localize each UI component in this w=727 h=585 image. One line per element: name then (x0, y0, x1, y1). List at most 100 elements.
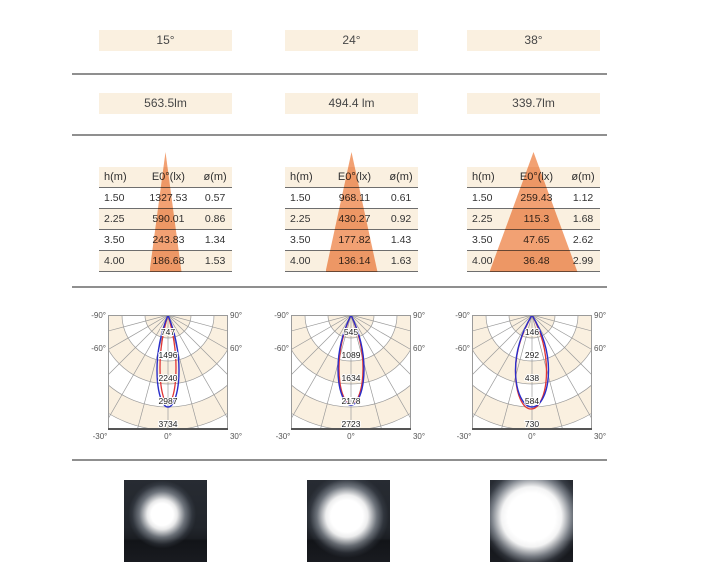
ring-value-labels: 545 1089 1634 2178 2723 (341, 326, 362, 430)
svg-text:730: 730 (525, 419, 539, 429)
table-cell: 115.3 (506, 208, 567, 230)
table-header-cell: h(m) (285, 167, 325, 188)
svg-text:2723: 2723 (342, 419, 361, 429)
angle-label: -30° (92, 432, 108, 441)
illuminance-section: h(m) E0°(lx) ø(m) 1.50 1327.53 0.57 2.25… (99, 152, 232, 272)
svg-text:545: 545 (344, 327, 358, 337)
table-cell: 243.83 (138, 229, 199, 251)
illuminance-table: h(m) E0°(lx) ø(m) 1.50 259.43 1.12 2.25 … (467, 167, 600, 272)
table-row: 3.50 47.65 2.62 (467, 229, 600, 251)
table-header-cell: ø(m) (566, 167, 600, 188)
svg-text:2987: 2987 (159, 396, 178, 406)
table-row: 3.50 243.83 1.34 (99, 229, 232, 251)
table-header-cell: E0°(lx) (324, 167, 385, 188)
angle-label: 60° (230, 344, 243, 353)
table-row: 4.00 186.68 1.53 (99, 250, 232, 272)
svg-text:1496: 1496 (159, 350, 178, 360)
svg-text:584: 584 (525, 396, 539, 406)
divider-line (72, 73, 607, 75)
polar-grid: 146 292 438 584 730 (472, 315, 592, 430)
table-cell: 259.43 (506, 187, 567, 209)
polar-diagram-38deg: 146 292 438 584 730 -90° -60° -30° 0° 30… (455, 311, 606, 441)
table-row: 4.00 36.48 2.99 (467, 250, 600, 272)
table-cell: 0.86 (198, 208, 232, 230)
svg-text:1089: 1089 (342, 350, 361, 360)
table-cell: 47.65 (506, 229, 567, 251)
table-cell: 2.99 (566, 250, 600, 272)
illuminance-table: h(m) E0°(lx) ø(m) 1.50 968.11 0.61 2.25 … (285, 167, 418, 272)
svg-text:3734: 3734 (159, 419, 178, 429)
svg-text:747: 747 (161, 327, 175, 337)
table-row: 3.50 177.82 1.43 (285, 229, 418, 251)
table-cell: 0.57 (198, 187, 232, 209)
angle-label: -60° (274, 344, 289, 353)
table-row: 2.25 115.3 1.68 (467, 208, 600, 230)
table-cell: 3.50 (467, 229, 507, 251)
svg-text:2240: 2240 (159, 373, 178, 383)
table-cell: 590.01 (138, 208, 199, 230)
table-row: 2.25 590.01 0.86 (99, 208, 232, 230)
angle-label: -60° (91, 344, 106, 353)
svg-text:2178: 2178 (342, 396, 361, 406)
table-header-row: h(m) E0°(lx) ø(m) (285, 167, 418, 188)
table-cell: 2.25 (99, 208, 139, 230)
angle-label: 90° (594, 311, 607, 320)
angle-label: 90° (413, 311, 426, 320)
angle-label: 60° (594, 344, 607, 353)
table-cell: 430.27 (324, 208, 385, 230)
beam-spot-photo-15deg (124, 480, 207, 562)
table-cell: 1.68 (566, 208, 600, 230)
table-cell: 2.62 (566, 229, 600, 251)
lumen-output: 494.4 lm (285, 93, 418, 114)
svg-text:146: 146 (525, 327, 539, 337)
table-cell: 186.68 (138, 250, 199, 272)
table-cell: 968.11 (324, 187, 385, 209)
table-row: 1.50 1327.53 0.57 (99, 187, 232, 209)
table-header-cell: ø(m) (198, 167, 232, 188)
divider-line (72, 134, 607, 136)
table-cell: 4.00 (99, 250, 139, 272)
table-cell: 1.43 (384, 229, 418, 251)
angle-label: 0° (347, 432, 355, 441)
angle-label: 60° (413, 344, 426, 353)
table-header-cell: h(m) (99, 167, 139, 188)
table-cell: 0.61 (384, 187, 418, 209)
svg-text:1634: 1634 (342, 373, 361, 383)
polar-diagram-15deg: 747 1496 2240 2987 3734 -90° -60° -30° 0… (91, 311, 242, 441)
table-row: 1.50 968.11 0.61 (285, 187, 418, 209)
table-cell: 36.48 (506, 250, 567, 272)
angle-label: 30° (593, 432, 607, 441)
angle-label: 0° (528, 432, 536, 441)
angle-label: -90° (274, 311, 289, 320)
table-cell: 1.34 (198, 229, 232, 251)
table-row: 1.50 259.43 1.12 (467, 187, 600, 209)
angle-label: 30° (229, 432, 243, 441)
divider-line (72, 286, 607, 288)
angle-label: 0° (164, 432, 172, 441)
table-cell: 1.50 (99, 187, 139, 209)
lumen-output: 339.7lm (467, 93, 600, 114)
table-header-cell: E0°(lx) (506, 167, 567, 188)
angle-label: -30° (456, 432, 472, 441)
table-header-cell: h(m) (467, 167, 507, 188)
table-header-cell: E0°(lx) (138, 167, 199, 188)
beam-spot-photo-24deg (307, 480, 390, 562)
illuminance-section: h(m) E0°(lx) ø(m) 1.50 259.43 1.12 2.25 … (467, 152, 600, 272)
table-cell: 1.63 (384, 250, 418, 272)
beam-angle-header: 38° (467, 30, 600, 51)
angle-label: -60° (455, 344, 470, 353)
table-cell: 4.00 (467, 250, 507, 272)
table-cell: 3.50 (285, 229, 325, 251)
table-header-row: h(m) E0°(lx) ø(m) (467, 167, 600, 188)
svg-text:292: 292 (525, 350, 539, 360)
angle-label: -90° (455, 311, 470, 320)
table-row: 2.25 430.27 0.92 (285, 208, 418, 230)
c0-curve (156, 315, 180, 408)
ring-value-labels: 146 292 438 584 730 (524, 326, 540, 430)
angle-label: 30° (412, 432, 426, 441)
table-cell: 136.14 (324, 250, 385, 272)
table-cell: 1.53 (198, 250, 232, 272)
table-cell: 177.82 (324, 229, 385, 251)
polar-grid: 545 1089 1634 2178 2723 (291, 315, 411, 430)
